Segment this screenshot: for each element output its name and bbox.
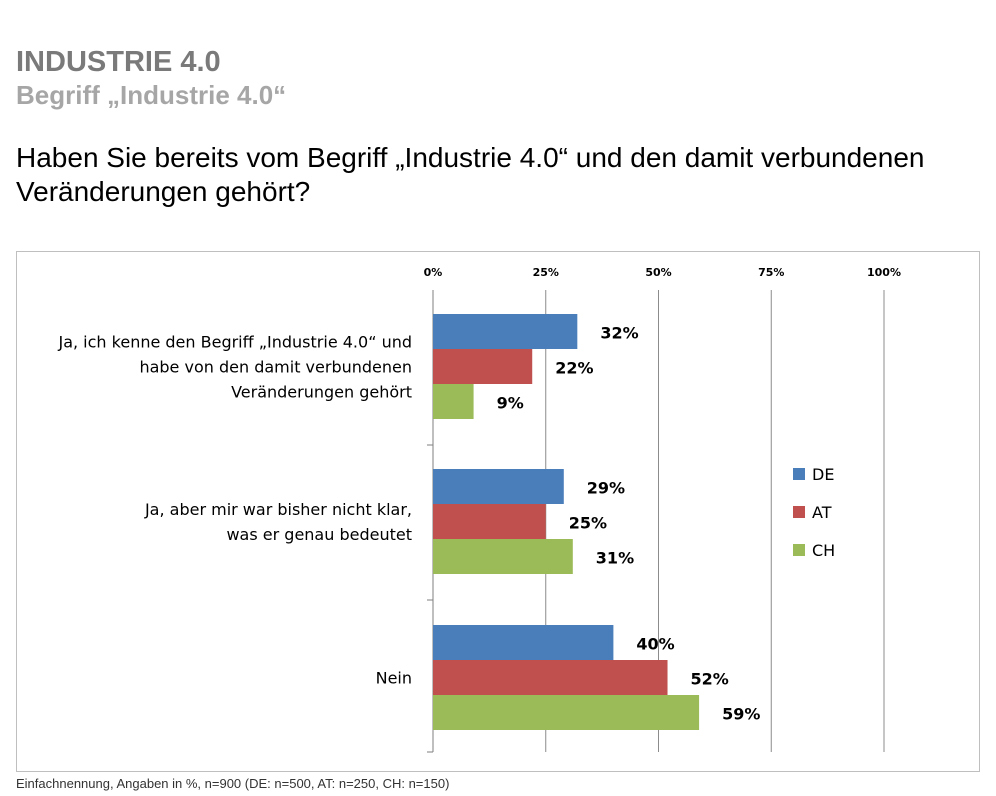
category-label: Ja, aber mir war bisher nicht klar, (144, 500, 412, 519)
category-label: Veränderungen gehört (231, 383, 412, 402)
x-tick-label: 100% (867, 266, 901, 279)
data-label: 25% (569, 514, 607, 533)
data-label: 32% (600, 324, 638, 343)
x-tick-label: 0% (424, 266, 443, 279)
bar-de (433, 625, 614, 660)
legend-label-de: DE (812, 465, 834, 484)
bar-ch (433, 384, 474, 419)
category-label: Ja, ich kenne den Begriff „Industrie 4.0… (57, 333, 412, 352)
bar-chart: 0% 25% 50% 75% 100% 32% 29% 40% 22% 25% 52% 9% 31% 59… (57, 266, 901, 753)
data-label: 59% (722, 705, 760, 724)
legend-swatch-at (793, 506, 805, 518)
page-subtitle: Begriff „Industrie 4.0“ (16, 80, 287, 110)
page-title: INDUSTRIE 4.0 (16, 46, 221, 78)
data-label: 22% (555, 359, 593, 378)
data-label: 52% (691, 670, 729, 689)
category-label: habe von den damit verbundenen (139, 358, 412, 377)
bar-de (433, 469, 564, 504)
category-label: Nein (376, 669, 412, 688)
footnote: Einfachnennung, Angaben in %, n=900 (DE:… (16, 776, 450, 791)
legend-label-at: AT (812, 503, 832, 522)
chart-frame: 0% 25% 50% 75% 100% 32% 29% 40% 22% 25% 52% 9% 31% 59… (16, 251, 980, 772)
data-label: 31% (596, 549, 634, 568)
x-tick-label: 75% (758, 266, 784, 279)
survey-question: Haben Sie bereits vom Begriff „Industrie… (16, 142, 925, 207)
x-tick-label: 25% (533, 266, 559, 279)
bar-at (433, 349, 533, 384)
data-label: 40% (636, 635, 674, 654)
data-label: 29% (587, 479, 625, 498)
bar-at (433, 660, 668, 695)
bar-ch (433, 695, 700, 730)
bar-de (433, 314, 578, 349)
bar-at (433, 504, 546, 539)
category-label: was er genau bedeutet (226, 525, 412, 544)
legend-label-ch: CH (812, 541, 835, 560)
legend-swatch-ch (793, 544, 805, 556)
legend-swatch-de (793, 468, 805, 480)
bar-ch (433, 539, 573, 574)
x-tick-label: 50% (645, 266, 671, 279)
data-label: 9% (497, 394, 524, 413)
